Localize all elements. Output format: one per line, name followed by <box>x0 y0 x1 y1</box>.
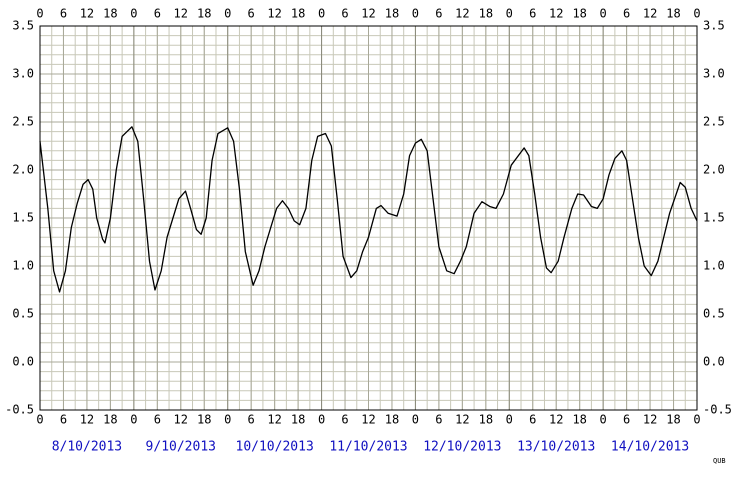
x-tick-label-top: 0 <box>506 7 513 21</box>
x-tick-label-top: 12 <box>455 7 469 21</box>
x-tick-label: 18 <box>103 413 117 427</box>
y-tick-label-right: 2.0 <box>703 163 725 177</box>
x-tick-label-top: 0 <box>693 7 700 21</box>
x-tick-label: 18 <box>666 413 680 427</box>
y-tick-label: 1.0 <box>12 259 34 273</box>
date-label: 9/10/2013 <box>146 440 216 455</box>
x-tick-label: 12 <box>549 413 563 427</box>
x-tick-label: 18 <box>572 413 586 427</box>
x-tick-label-top: 18 <box>291 7 305 21</box>
x-tick-label-top: 18 <box>666 7 680 21</box>
x-tick-label: 6 <box>623 413 630 427</box>
y-tick-label-right: 2.5 <box>703 115 725 129</box>
x-tick-label-top: 18 <box>197 7 211 21</box>
y-tick-label: 3.5 <box>12 19 34 33</box>
plot-frame <box>39 25 698 411</box>
date-label: 8/10/2013 <box>52 440 122 455</box>
x-tick-label: 12 <box>643 413 657 427</box>
y-tick-label-right: -0.5 <box>703 403 732 417</box>
x-tick-label: 12 <box>361 413 375 427</box>
y-tick-label-right: 0.0 <box>703 355 725 369</box>
x-tick-label: 12 <box>174 413 188 427</box>
x-tick-label-top: 12 <box>80 7 94 21</box>
x-tick-label-top: 18 <box>385 7 399 21</box>
x-tick-label-top: 0 <box>412 7 419 21</box>
x-tick-label-top: 18 <box>103 7 117 21</box>
y-tick-label: 2.0 <box>12 163 34 177</box>
x-tick-label-top: 12 <box>549 7 563 21</box>
date-label: 13/10/2013 <box>517 440 595 455</box>
x-tick-label: 0 <box>506 413 513 427</box>
date-label: 11/10/2013 <box>329 440 407 455</box>
x-tick-label: 18 <box>385 413 399 427</box>
x-tick-label-top: 18 <box>479 7 493 21</box>
y-tick-label: 3.0 <box>12 67 34 81</box>
x-tick-label-top: 0 <box>36 7 43 21</box>
date-label: 10/10/2013 <box>236 440 314 455</box>
y-tick-label: 2.5 <box>12 115 34 129</box>
x-tick-label: 12 <box>455 413 469 427</box>
y-tick-label-right: 1.5 <box>703 211 725 225</box>
tide-line <box>39 126 698 293</box>
y-tick-label-right: 3.5 <box>703 19 725 33</box>
x-tick-label: 0 <box>600 413 607 427</box>
x-tick-label-top: 6 <box>154 7 161 21</box>
x-tick-label: 6 <box>60 413 67 427</box>
y-tick-label: -0.5 <box>5 403 34 417</box>
x-tick-label-top: 0 <box>130 7 137 21</box>
x-tick-label: 18 <box>479 413 493 427</box>
x-tick-label-top: 12 <box>361 7 375 21</box>
x-tick-label: 6 <box>248 413 255 427</box>
x-tick-label: 0 <box>318 413 325 427</box>
x-tick-label-top: 0 <box>224 7 231 21</box>
x-tick-label-top: 0 <box>600 7 607 21</box>
x-tick-label-top: 6 <box>623 7 630 21</box>
x-tick-label: 6 <box>529 413 536 427</box>
x-tick-label: 12 <box>267 413 281 427</box>
x-tick-label: 0 <box>130 413 137 427</box>
date-label: 14/10/2013 <box>611 440 689 455</box>
x-tick-label-top: 6 <box>248 7 255 21</box>
y-tick-label-right: 1.0 <box>703 259 725 273</box>
x-tick-label-top: 6 <box>529 7 536 21</box>
x-tick-label: 0 <box>224 413 231 427</box>
x-tick-label-top: 18 <box>572 7 586 21</box>
x-tick-label: 18 <box>291 413 305 427</box>
x-tick-label-top: 12 <box>267 7 281 21</box>
y-tick-label: 0.0 <box>12 355 34 369</box>
x-tick-label: 6 <box>435 413 442 427</box>
x-tick-label-top: 6 <box>60 7 67 21</box>
credit: QUB <box>713 457 726 465</box>
x-tick-label: 0 <box>693 413 700 427</box>
x-tick-label-top: 12 <box>643 7 657 21</box>
x-tick-label-top: 6 <box>341 7 348 21</box>
y-tick-label: 1.5 <box>12 211 34 225</box>
y-tick-label-right: 3.0 <box>703 67 725 81</box>
x-tick-label: 6 <box>341 413 348 427</box>
x-tick-label: 0 <box>412 413 419 427</box>
date-label: 12/10/2013 <box>423 440 501 455</box>
x-tick-label: 18 <box>197 413 211 427</box>
x-tick-label-top: 6 <box>435 7 442 21</box>
x-tick-label-top: 12 <box>174 7 188 21</box>
y-tick-label-right: 0.5 <box>703 307 725 321</box>
x-tick-label: 0 <box>36 413 43 427</box>
x-tick-label: 6 <box>154 413 161 427</box>
x-tick-label-top: 0 <box>318 7 325 21</box>
x-tick-label: 12 <box>80 413 94 427</box>
y-tick-label: 0.5 <box>12 307 34 321</box>
